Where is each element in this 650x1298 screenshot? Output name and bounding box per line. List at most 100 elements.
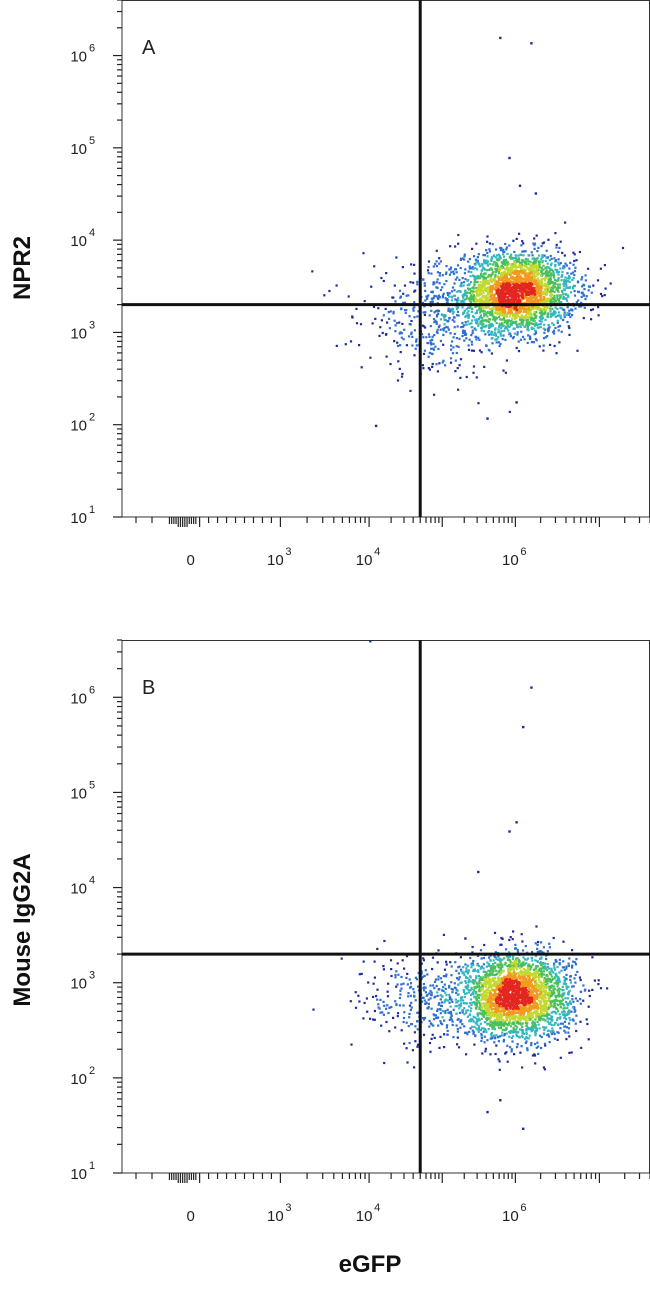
event-dot xyxy=(539,960,542,964)
event-dot xyxy=(484,300,487,303)
event-dot xyxy=(441,995,444,998)
event-dot xyxy=(546,982,549,985)
event-dot xyxy=(473,281,476,284)
event-dot xyxy=(497,966,500,969)
event-dot xyxy=(472,274,475,277)
event-dot xyxy=(390,974,393,978)
event-dot xyxy=(557,314,560,317)
event-dot xyxy=(420,976,423,979)
event-dot xyxy=(497,341,500,344)
event-dot xyxy=(541,254,544,257)
event-dot xyxy=(493,317,496,320)
event-dot xyxy=(516,275,519,278)
event-dot xyxy=(511,275,514,278)
event-dot xyxy=(496,964,499,967)
event-dot xyxy=(487,260,490,263)
event-dot xyxy=(509,936,512,939)
event-dot xyxy=(491,337,494,340)
event-dot xyxy=(518,1036,521,1039)
event-dot xyxy=(510,293,513,296)
event-dot xyxy=(523,271,526,274)
event-dot xyxy=(437,312,440,315)
event-dot xyxy=(528,254,531,257)
event-dot xyxy=(422,311,425,314)
event-dot xyxy=(478,284,481,287)
event-dot xyxy=(547,238,550,241)
event-dot xyxy=(464,992,467,996)
event-dot xyxy=(515,270,518,273)
event-dot xyxy=(526,328,529,331)
event-dot xyxy=(426,269,430,272)
event-dot xyxy=(549,254,552,258)
event-dot xyxy=(540,270,543,274)
event-dot xyxy=(502,315,505,318)
event-dot xyxy=(572,1000,575,1003)
event-dot xyxy=(444,1011,447,1014)
event-dot xyxy=(498,276,501,279)
event-dot xyxy=(525,323,528,326)
event-dot xyxy=(470,994,473,997)
event-dot xyxy=(481,984,484,987)
event-dot xyxy=(446,999,449,1002)
event-dot xyxy=(527,1016,530,1019)
event-dot xyxy=(464,315,467,318)
event-dot xyxy=(444,1009,447,1013)
event-dot xyxy=(385,1020,388,1024)
event-dot xyxy=(474,986,478,989)
event-dot xyxy=(450,998,453,1001)
event-dot xyxy=(562,1007,565,1010)
event-dot xyxy=(541,298,544,301)
event-dot xyxy=(511,301,514,304)
event-dot xyxy=(509,299,513,302)
event-dot xyxy=(517,310,520,313)
event-dot xyxy=(548,1041,551,1044)
event-dot xyxy=(531,254,534,257)
event-dot xyxy=(531,1016,534,1019)
event-dot xyxy=(499,1035,502,1038)
event-dot xyxy=(466,977,469,980)
event-dot xyxy=(597,979,600,982)
event-dot xyxy=(477,293,480,296)
event-dot xyxy=(501,271,505,274)
event-dot xyxy=(458,1011,462,1014)
event-dot xyxy=(491,273,494,276)
event-dot xyxy=(544,1019,547,1022)
event-dot xyxy=(464,981,468,984)
event-dot xyxy=(500,1020,503,1024)
y-axis-title: NPR2 xyxy=(9,236,36,300)
event-dot xyxy=(557,988,560,991)
event-dot xyxy=(430,338,434,342)
event-dot xyxy=(468,1030,471,1033)
event-dot xyxy=(599,292,603,296)
event-dot xyxy=(521,278,524,281)
event-dot xyxy=(533,247,536,250)
event-dot xyxy=(434,310,437,313)
event-dot xyxy=(525,290,528,293)
event-dot xyxy=(532,1015,535,1018)
event-dot xyxy=(448,295,451,298)
event-dot xyxy=(567,1010,570,1013)
outlier-event xyxy=(374,424,378,428)
event-dot xyxy=(530,280,533,283)
event-dot xyxy=(511,938,514,941)
event-dot xyxy=(369,1017,372,1020)
event-dot xyxy=(476,1028,479,1031)
event-dot xyxy=(411,335,414,338)
event-dot xyxy=(567,962,570,965)
event-dot xyxy=(421,324,424,327)
event-dot xyxy=(501,970,504,973)
event-dot xyxy=(453,332,456,335)
event-dot xyxy=(440,1004,443,1008)
event-dot xyxy=(537,254,541,257)
event-dot xyxy=(472,371,475,374)
event-dot xyxy=(477,970,480,974)
event-dot xyxy=(442,986,445,989)
event-dot xyxy=(487,282,490,285)
event-dot xyxy=(434,319,437,322)
event-dot xyxy=(545,256,548,259)
event-dot xyxy=(555,288,558,291)
event-dot xyxy=(492,966,495,969)
event-dot xyxy=(422,352,426,355)
event-dot xyxy=(509,961,512,964)
event-dot xyxy=(475,376,478,379)
